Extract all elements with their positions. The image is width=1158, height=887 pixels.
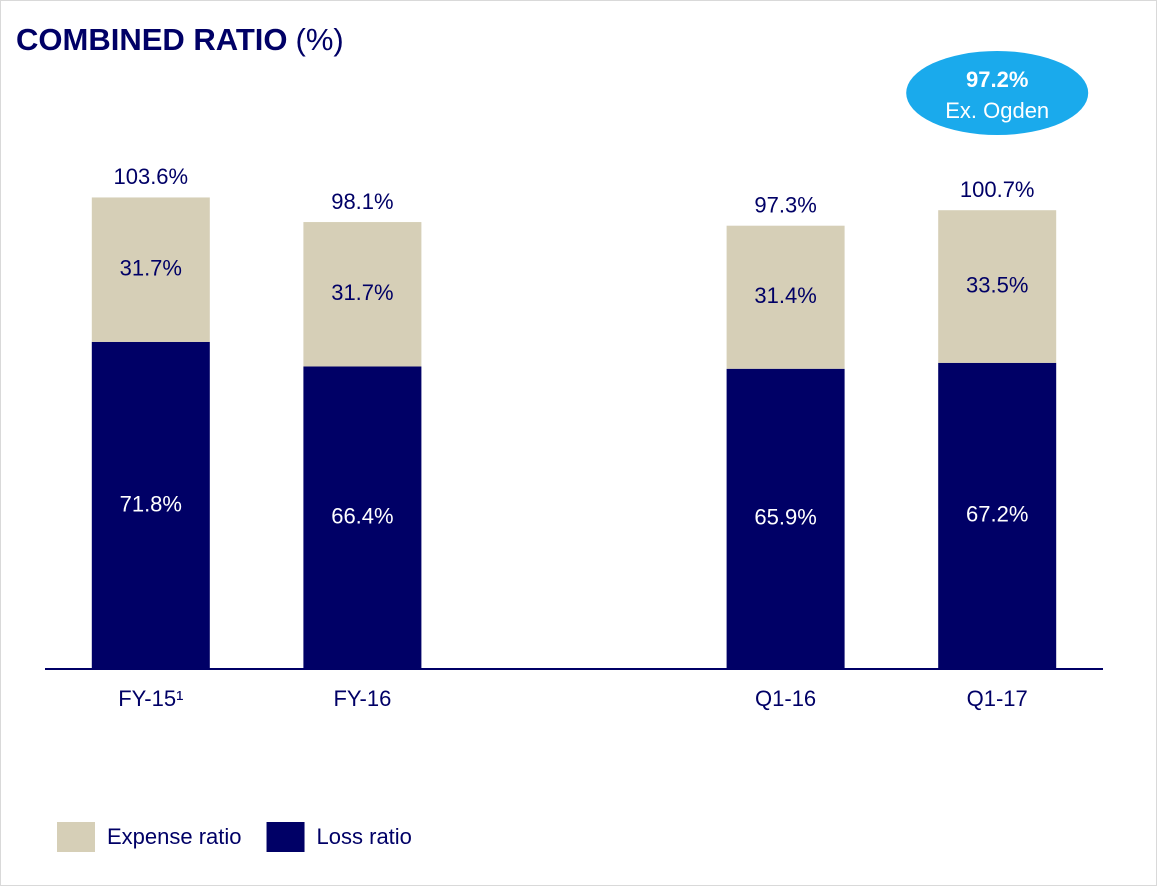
bar-segment	[91, 197, 210, 342]
bar-segment	[303, 222, 422, 367]
annotation-text: Ex. Ogden	[945, 98, 1049, 123]
data-label: 31.4%	[754, 283, 816, 308]
x-tick-label: FY-16	[333, 686, 391, 711]
data-label: 67.2%	[966, 502, 1028, 527]
data-label: 31.7%	[120, 255, 182, 280]
data-label: 65.9%	[754, 505, 816, 530]
bar-segment	[938, 210, 1057, 363]
title-unit: (%)	[296, 22, 344, 57]
data-label: 66.4%	[331, 504, 393, 529]
x-tick-label: Q1-16	[755, 686, 816, 711]
bar-segment	[726, 225, 845, 369]
x-tick-label: Q1-17	[967, 686, 1028, 711]
title-text: COMBINED RATIO	[16, 22, 288, 57]
bar-segment	[938, 362, 1057, 669]
bar-segment	[726, 368, 845, 669]
chart-title: COMBINED RATIO (%)	[16, 22, 344, 57]
total-label: 103.6%	[113, 164, 188, 189]
annotation-bubble	[906, 51, 1089, 135]
annotation-value: 97.2%	[966, 67, 1028, 92]
total-label: 100.7%	[960, 177, 1035, 202]
bar-segment	[91, 341, 210, 669]
legend-swatch	[266, 822, 305, 852]
total-label: 97.3%	[754, 193, 816, 218]
data-label: 31.7%	[331, 280, 393, 305]
legend-label: Expense ratio	[107, 824, 242, 849]
data-label: 33.5%	[966, 272, 1028, 297]
legend-swatch	[57, 822, 95, 852]
x-tick-label: FY-15¹	[118, 686, 183, 711]
total-label: 98.1%	[331, 189, 393, 214]
data-label: 71.8%	[120, 491, 182, 516]
legend-label: Loss ratio	[317, 824, 412, 849]
bar-segment	[303, 366, 422, 669]
